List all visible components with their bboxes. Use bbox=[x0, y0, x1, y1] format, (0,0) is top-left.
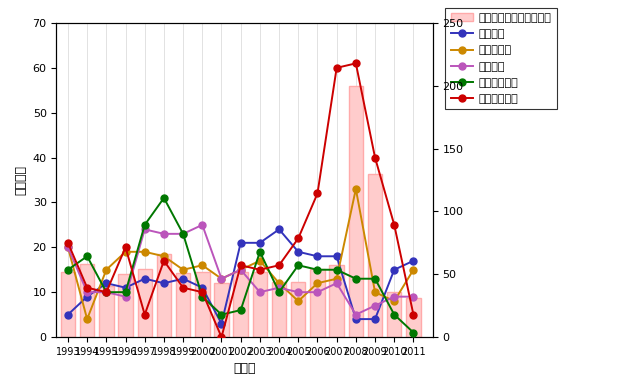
Bar bbox=[310, 269, 325, 337]
Bar bbox=[253, 272, 267, 337]
Bar bbox=[349, 86, 363, 337]
Bar bbox=[119, 274, 133, 337]
Bar bbox=[80, 264, 94, 337]
Bar bbox=[157, 254, 171, 337]
Bar bbox=[387, 292, 401, 337]
Bar bbox=[291, 282, 305, 337]
Y-axis label: 公報件数: 公報件数 bbox=[14, 165, 27, 195]
Bar bbox=[329, 265, 344, 337]
Bar bbox=[99, 286, 113, 337]
Bar bbox=[406, 298, 421, 337]
Bar bbox=[61, 272, 75, 337]
Bar bbox=[214, 283, 229, 337]
Legend: 合計（下記以外を含む）, デンソー, 富士通テン, 三菱電機, 本田技研工業, トヨタ自動車: 合計（下記以外を含む）, デンソー, 富士通テン, 三菱電機, 本田技研工業, … bbox=[445, 8, 557, 109]
Bar bbox=[233, 272, 248, 337]
Bar bbox=[137, 269, 152, 337]
Bar bbox=[195, 272, 209, 337]
X-axis label: 出願日: 出願日 bbox=[233, 362, 256, 375]
Bar bbox=[176, 273, 191, 337]
Bar bbox=[272, 282, 287, 337]
Bar bbox=[368, 174, 382, 337]
